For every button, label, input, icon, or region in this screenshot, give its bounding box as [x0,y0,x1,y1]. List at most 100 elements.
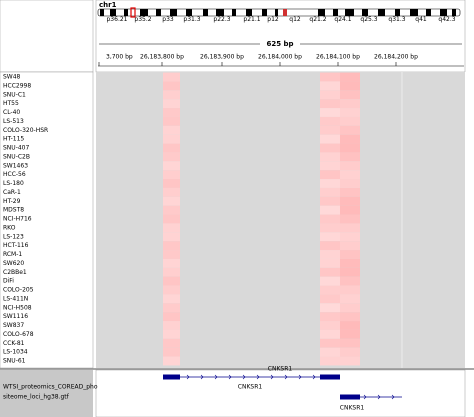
heat-cell [163,205,180,215]
sample-name: NCI-H508 [3,304,32,311]
heat-cell [340,108,360,117]
name-header [0,0,94,73]
heat-cell [340,312,360,322]
heat-cell [340,125,360,135]
sample-name: HCC-56 [3,171,26,178]
ruler-tick-label: 26,184,200 bp [374,54,418,61]
heat-cell [163,125,180,135]
heat-cell [340,90,360,100]
heat-cell [320,285,340,295]
cytoband-label: p33 [162,16,174,23]
heat-cell [320,99,340,109]
heat-cell [340,196,360,206]
cytoband-label: p12 [267,16,279,23]
cytoband-label: q41 [415,16,427,23]
heat-cell [163,232,180,242]
sample-name: SW837 [3,322,24,329]
heat-cell [163,170,180,180]
heat-cell [320,294,340,304]
strand-arrow [363,394,367,400]
heat-cell [163,241,180,251]
cytoband [440,9,447,16]
strand-arrow [200,374,204,380]
sample-name: HT-29 [3,198,21,205]
cytoband [203,9,208,16]
heat-cell [340,329,360,339]
cytoband [246,9,252,16]
sample-name: LS-411N [3,295,28,302]
ruler-tick-label: 26,184,000 bp [258,54,302,61]
heat-cell [340,285,360,295]
strand-arrow [391,394,395,400]
heat-cell [340,170,360,180]
strand-arrow [214,374,218,380]
cytoband [100,9,104,16]
exon [340,394,360,400]
heat-cell [340,258,360,268]
heat-cell [163,312,180,322]
strand-arrow [377,394,381,400]
heat-cell [163,214,180,224]
ruler-tick-label: 3,700 bp [106,54,133,61]
cytoband-label: q25.3 [360,16,377,23]
centromere [283,9,287,16]
cytoband-label: q24.1 [334,16,351,23]
ruler-tick-label: 26,184,100 bp [316,54,360,61]
cytoband [140,9,148,16]
heat-cell [163,223,180,233]
heat-cell [340,294,360,304]
cytoband-label: p35.2 [134,16,151,23]
heat-cell [320,179,340,188]
chromosome-bar [97,8,461,17]
sample-name: COLO-205 [3,287,34,294]
heat-cell [340,152,360,162]
heat-cell [340,241,360,251]
heat-cell [163,303,180,313]
sample-name: SNU-C2B [3,153,30,160]
sample-name: COLO-678 [3,331,34,338]
sample-panel [0,71,94,369]
span-label: 625 bp [266,40,293,48]
heat-cell [163,347,180,357]
gene-label: CNKSR1 [340,405,365,412]
heat-cell [163,338,180,348]
sample-name: SNU-C1 [3,91,26,98]
cytoband [378,9,385,16]
heat-cell [163,285,180,295]
sample-name: HT55 [3,100,19,107]
sample-name: SW1116 [3,313,28,320]
gene-label: CNKSR1 [238,384,263,391]
heat-cell [320,312,340,322]
heat-cell [340,81,360,91]
cytoband [156,9,161,16]
strand-arrow [186,374,190,380]
sample-name: HT-115 [3,136,24,143]
heat-cell [320,267,340,277]
sample-name: HCT-116 [3,242,29,249]
cytoband [318,9,325,16]
heat-cell [320,223,340,233]
heat-cell [320,187,340,197]
heat-cell [163,152,180,162]
heat-cell [320,214,340,224]
cytoband [426,9,431,16]
heat-cell [320,90,340,100]
heat-cell [163,321,180,330]
heatmap-panel [96,72,465,368]
heat-cell [320,205,340,215]
heat-cell [163,267,180,277]
exon [320,374,340,380]
heat-cell [340,303,360,313]
heat-cell [320,241,340,251]
cytoband-label: p21.1 [243,16,260,23]
heat-cell [320,196,340,206]
cytoband [216,9,224,16]
heat-cell [320,303,340,313]
sample-name: SW48 [3,74,21,81]
sample-name: RCM-1 [3,251,22,258]
ruler-tick-label: 26,183,800 bp [140,54,184,61]
scrollbar [465,72,474,368]
heat-cell [163,116,180,126]
heat-cell [340,116,360,126]
